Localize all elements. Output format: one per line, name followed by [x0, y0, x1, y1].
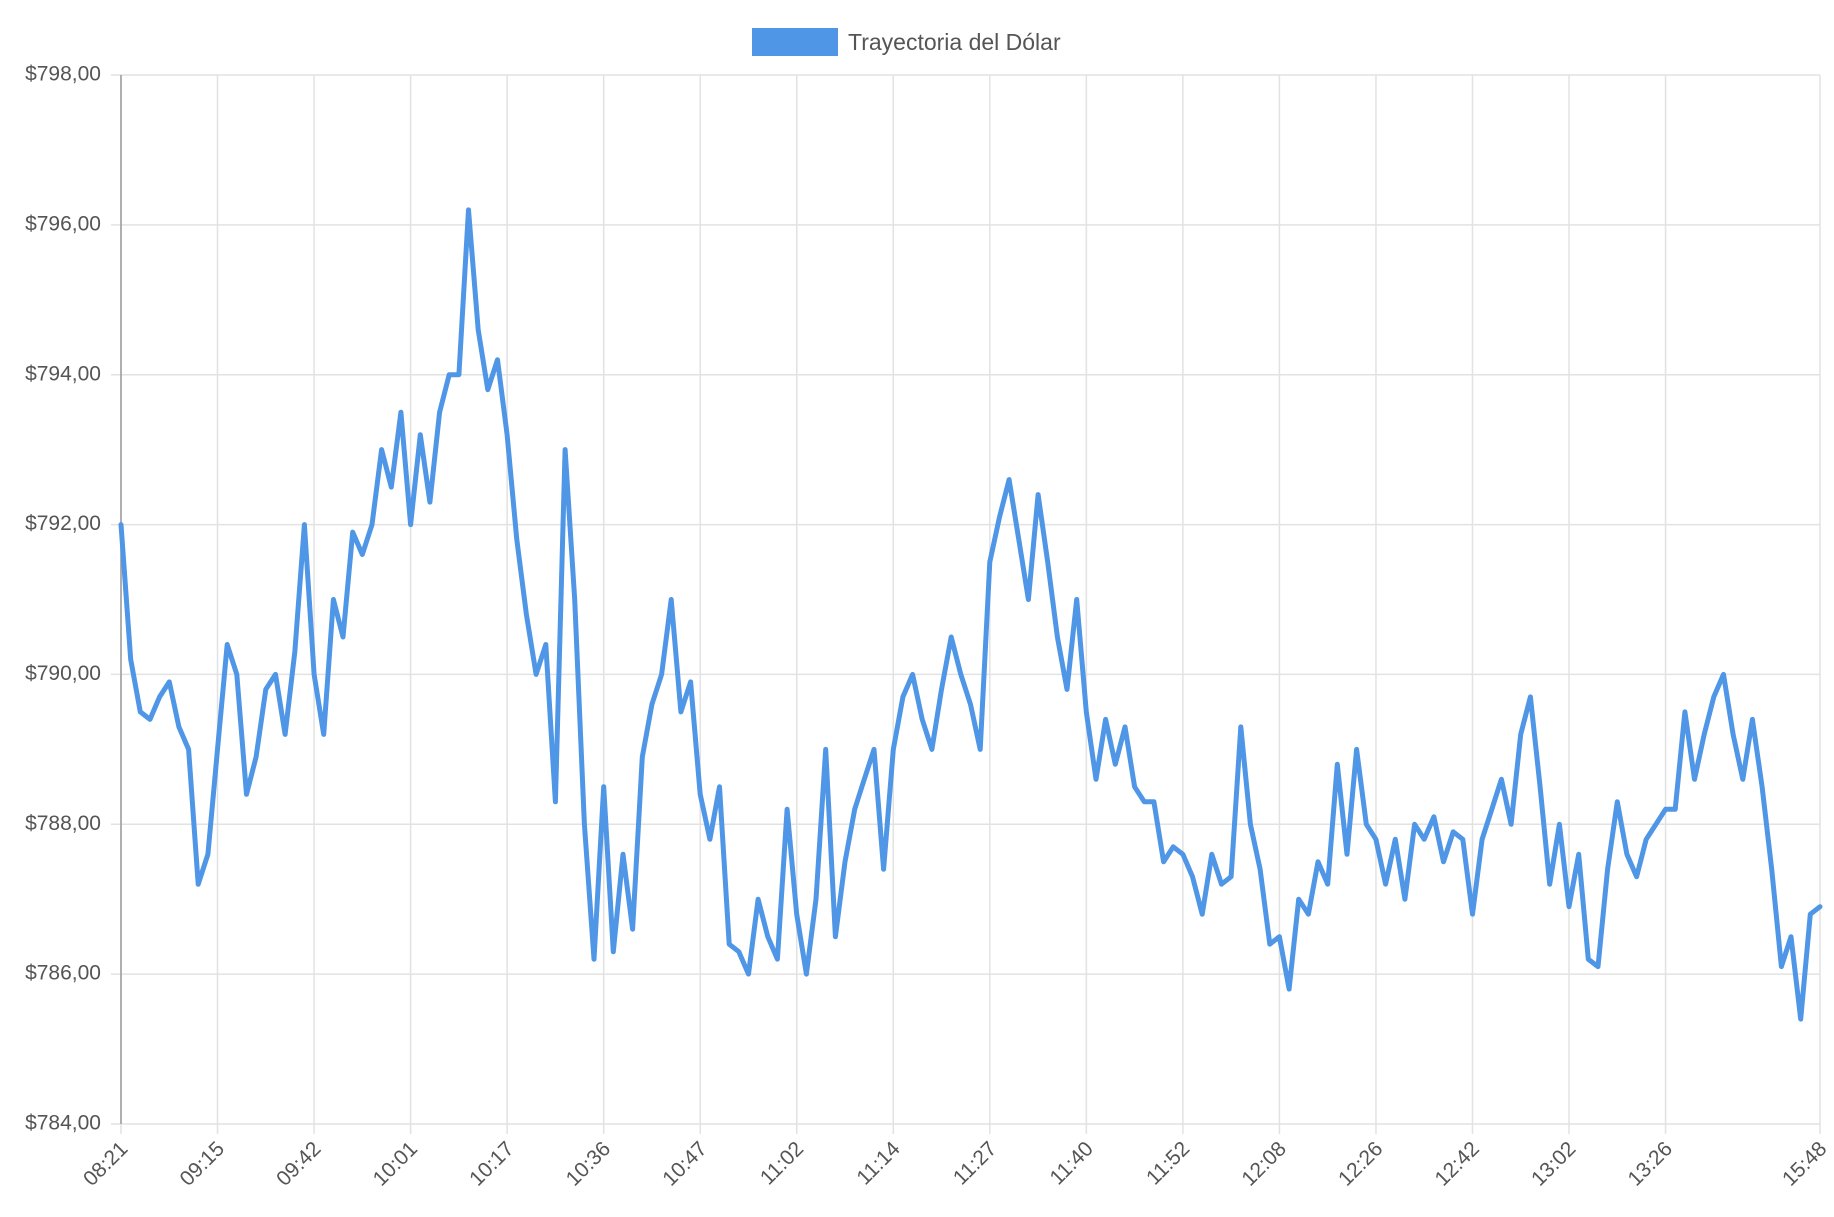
- y-tick-label: $798,00: [25, 63, 101, 86]
- data-line: [118, 207, 1823, 1022]
- y-tick-label: $788,00: [25, 812, 101, 835]
- legend-label: Trayectoria del Dólar: [848, 29, 1061, 55]
- x-tick-label: 11:40: [1045, 1137, 1097, 1189]
- y-tick-label: $786,00: [25, 962, 101, 985]
- x-tick-label: 12:42: [1431, 1137, 1484, 1190]
- x-tick-label: 13:26: [1624, 1137, 1677, 1190]
- x-tick-label: 15:48: [1778, 1137, 1831, 1190]
- y-tick-label: $794,00: [25, 362, 101, 385]
- x-tick-label: 10:17: [465, 1137, 518, 1190]
- x-tick-label: 11:52: [1142, 1137, 1194, 1189]
- x-tick-label: 11:27: [949, 1137, 1001, 1189]
- y-tick-label: $792,00: [25, 512, 101, 535]
- legend-swatch: [752, 28, 838, 56]
- x-tick-label: 10:01: [369, 1137, 422, 1190]
- x-tick-label: 12:26: [1334, 1137, 1387, 1190]
- x-tick-label: 13:02: [1527, 1137, 1580, 1190]
- y-tick-label: $784,00: [25, 1112, 101, 1135]
- y-tick-label: $790,00: [25, 662, 101, 685]
- y-tick-label: $796,00: [25, 212, 101, 235]
- x-tick-label: 10:36: [562, 1137, 615, 1190]
- x-tick-label: 09:42: [272, 1137, 325, 1190]
- x-tick-label: 09:15: [176, 1137, 229, 1190]
- x-tick-label: 11:14: [852, 1137, 905, 1190]
- x-tick-label: 12:08: [1237, 1137, 1290, 1190]
- x-tick-label: 10:47: [658, 1137, 711, 1190]
- x-tick-label: 11:02: [756, 1137, 808, 1189]
- x-tick-label: 08:21: [79, 1137, 132, 1190]
